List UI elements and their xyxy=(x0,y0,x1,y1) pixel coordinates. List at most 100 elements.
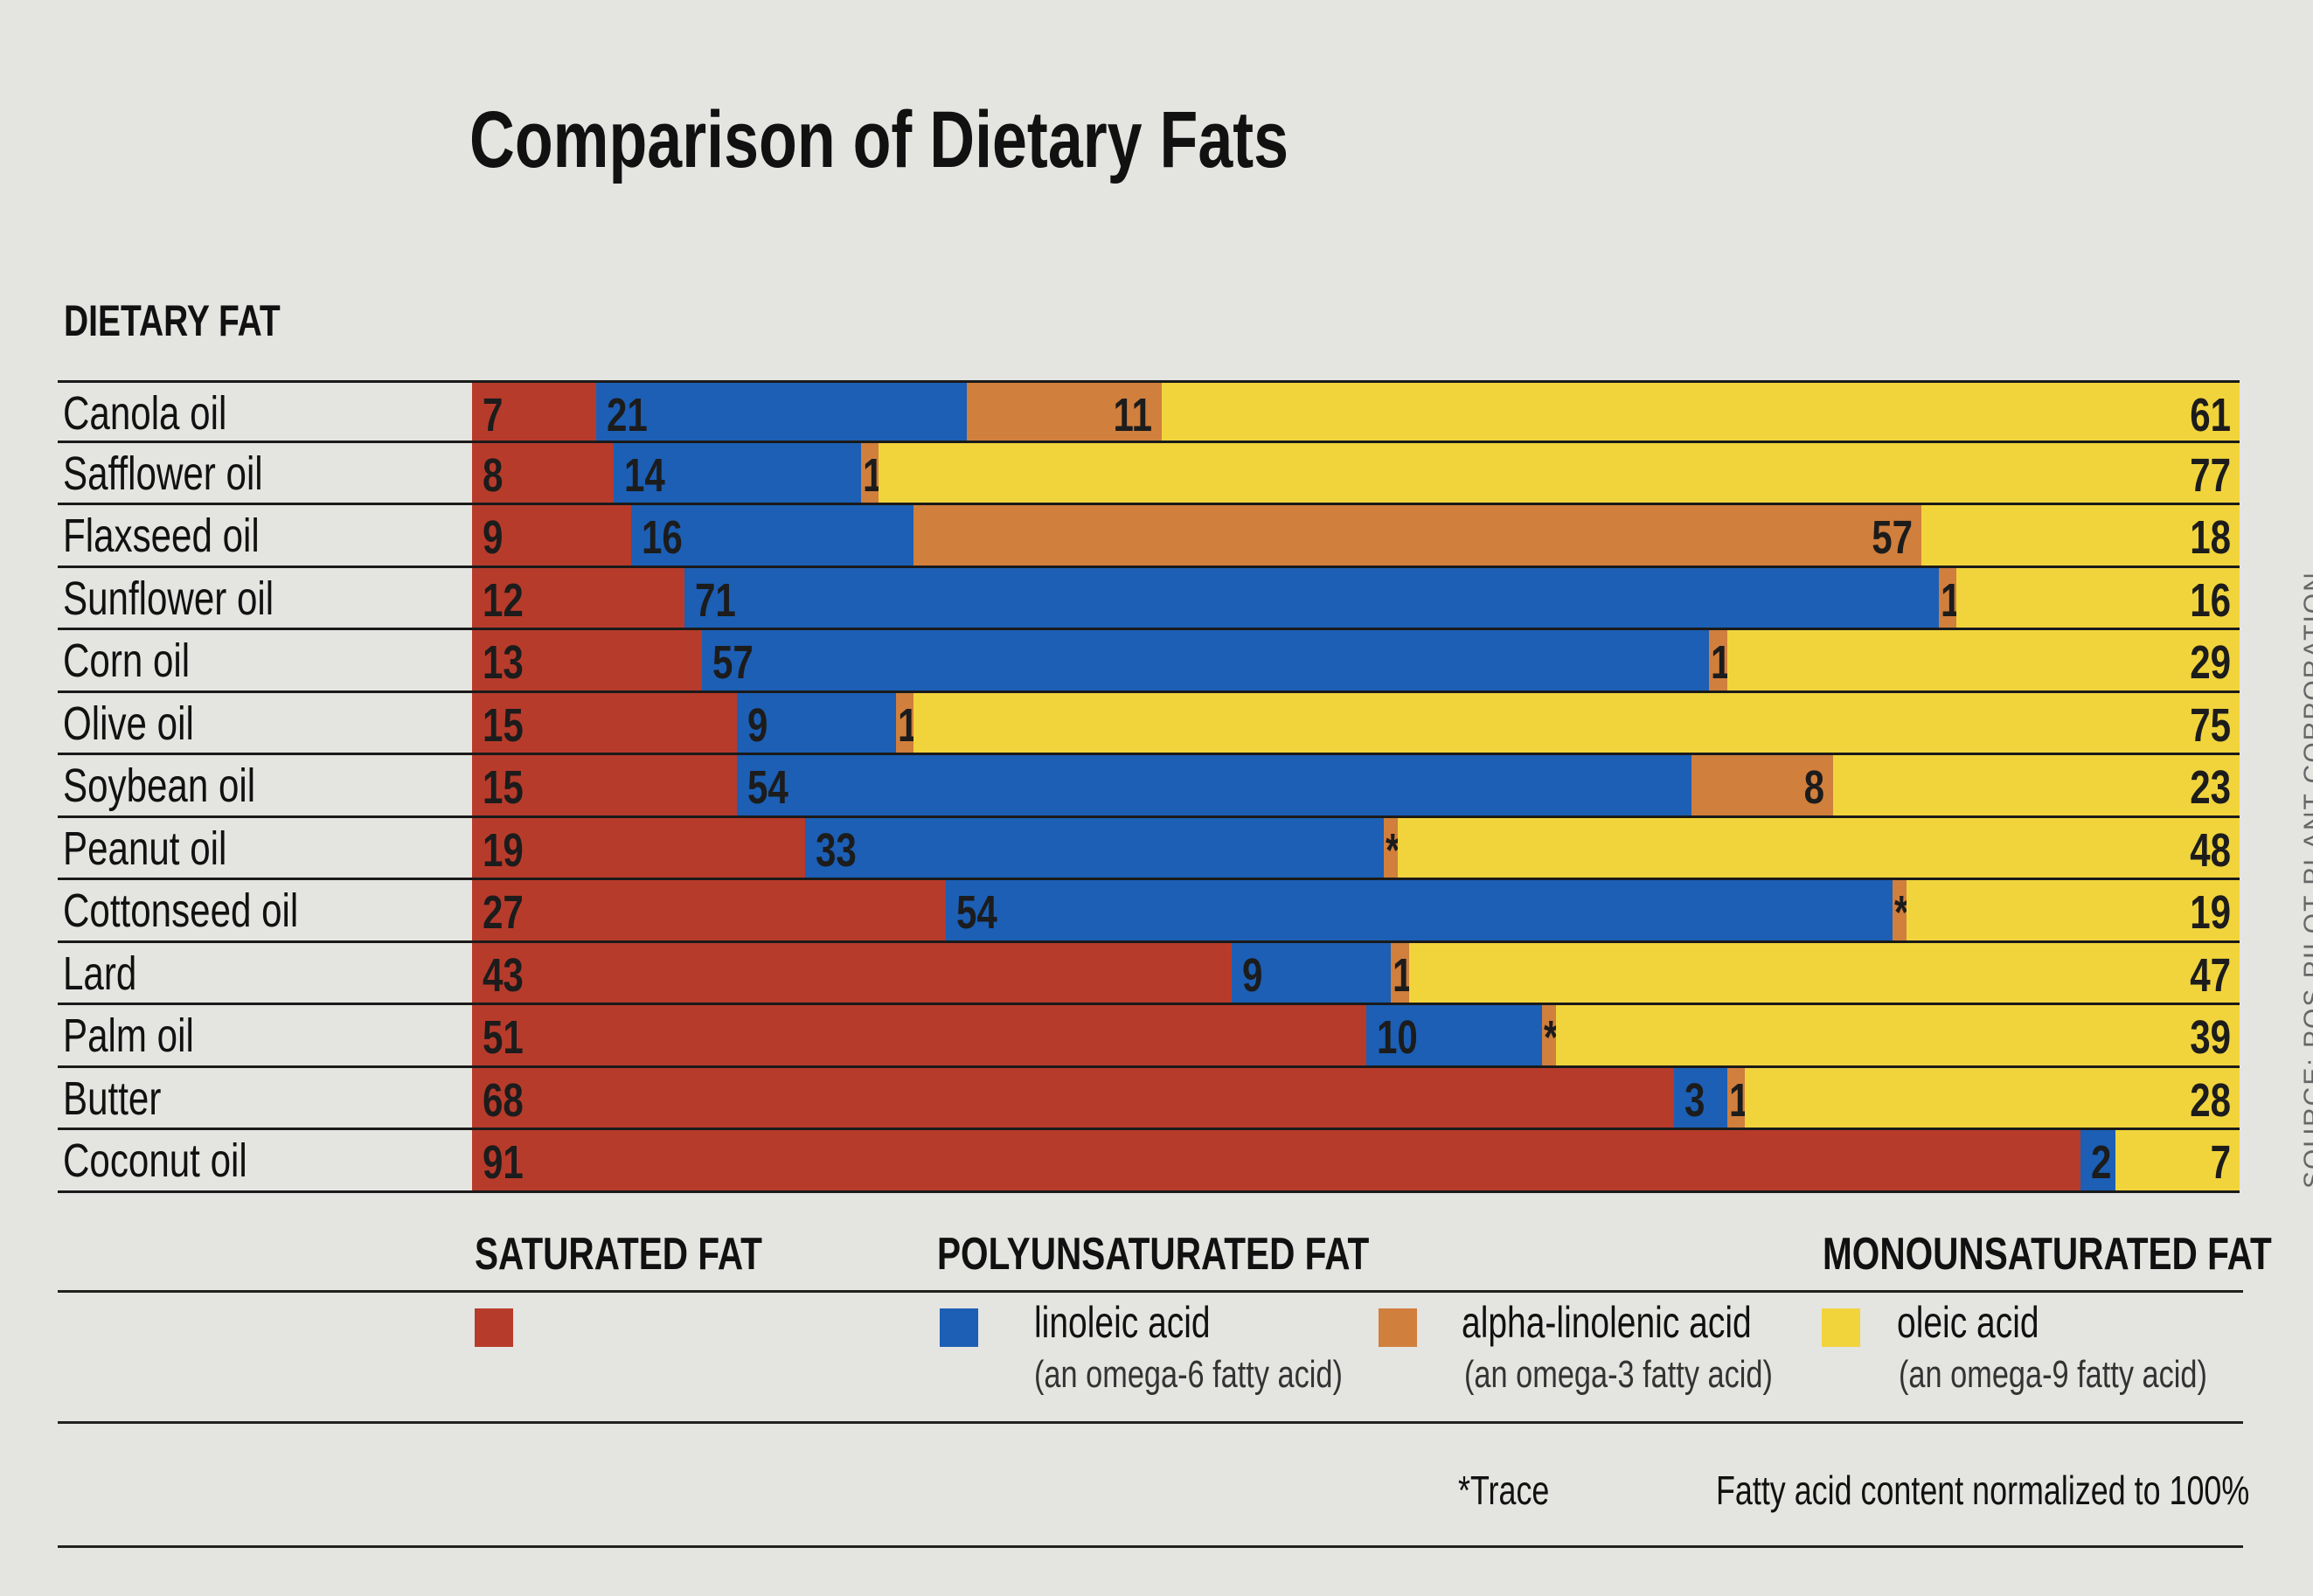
bar-stack: 51 10 * 39 xyxy=(472,1005,2240,1065)
data-label: 9 xyxy=(1242,948,1263,1002)
source-credit: SOURCE: POS PILOT PLANT CORPORATION xyxy=(2299,571,2313,1189)
bar-segment-linoleic: 54 xyxy=(737,755,1692,815)
chart-title-text: Comparison of Dietary Fats xyxy=(469,95,1289,184)
category-label: Lard xyxy=(63,947,157,1001)
category-label-text: Corn oil xyxy=(63,635,191,687)
data-label: 1 xyxy=(862,448,884,502)
data-label: 10 xyxy=(1377,1011,1418,1064)
bar-segment-linoleic: 71 xyxy=(684,567,1940,628)
data-label: 1 xyxy=(1941,573,1962,627)
data-label: 61 xyxy=(2190,389,2231,441)
category-header-text: DIETARY FAT xyxy=(64,296,281,345)
data-label: 1 xyxy=(1711,636,1732,689)
trace-footnote: *Trace xyxy=(1458,1467,1575,1514)
bar-segment-saturated: 27 xyxy=(472,880,946,940)
bar-segment-alpha-linolenic: 1 xyxy=(1709,630,1732,690)
category-label-text: Butter xyxy=(63,1072,162,1125)
bar-segment-alpha-linolenic: 57 xyxy=(913,505,1922,566)
category-label-text: Lard xyxy=(63,947,137,1000)
data-label: 51 xyxy=(483,1011,524,1064)
bar-stack: 43 9 1 47 xyxy=(472,942,2240,1003)
bar-stack: 12 71 1 16 xyxy=(472,567,2240,628)
data-label: 27 xyxy=(483,886,524,939)
data-label: 33 xyxy=(816,823,857,877)
bar-segment-oleic: 75 xyxy=(913,692,2240,753)
bar-segment-oleic: 18 xyxy=(1921,505,2240,566)
bar-stack: 27 54 * 19 xyxy=(472,880,2240,940)
data-label: 1 xyxy=(898,698,919,752)
bar-stack: 8 14 1 77 xyxy=(472,442,2240,503)
data-label: 19 xyxy=(2190,886,2231,939)
bar-segment-linoleic: 2 xyxy=(2080,1130,2116,1190)
bar-segment-linoleic: 16 xyxy=(630,505,914,566)
category-label-text: Cottonseed oil xyxy=(63,885,299,937)
bar-segment-oleic: 7 xyxy=(2115,1130,2240,1190)
data-label: 54 xyxy=(955,886,997,939)
data-label: 71 xyxy=(694,573,736,627)
bar-segment-saturated: 7 xyxy=(472,383,596,441)
category-label: Corn oil xyxy=(63,634,226,688)
bar-segment-saturated: 68 xyxy=(472,1067,1674,1128)
legend-monounsaturated-header: MONOUNSATURATED FAT xyxy=(1823,1228,2313,1280)
bar-segment-alpha-linolenic: 1 xyxy=(860,442,883,503)
bar-row: Corn oil 13 57 1 29 xyxy=(58,630,2240,693)
category-label: Palm oil xyxy=(63,1009,231,1063)
bar-row: Soybean oil 15 54 8 23 xyxy=(58,755,2240,818)
bar-segment-saturated: 19 xyxy=(472,817,806,878)
data-label: 3 xyxy=(1684,1073,1705,1127)
bar-stack: 9 16 57 18 xyxy=(472,505,2240,566)
normalized-footnote: Fatty acid content normalized to 100% xyxy=(1716,1467,2313,1514)
bar-segment-saturated: 43 xyxy=(472,942,1233,1003)
data-label: 57 xyxy=(1872,511,1914,564)
data-label: 9 xyxy=(483,511,504,564)
legend-text: (an omega-3 fatty acid) xyxy=(1464,1353,1773,1396)
data-label: 16 xyxy=(2190,573,2231,627)
bar-row: Sunflower oil 12 71 1 16 xyxy=(58,567,2240,630)
data-label: * xyxy=(1893,886,1909,939)
category-label-text: Flaxseed oil xyxy=(63,510,260,562)
bar-segment-oleic: 47 xyxy=(1408,942,2240,1003)
data-label: * xyxy=(1386,823,1400,877)
bar-segment-alpha-linolenic: * xyxy=(1541,1005,1558,1065)
bar-stack: 7 21 11 61 xyxy=(472,383,2240,441)
category-label: Soybean oil xyxy=(63,759,309,813)
bar-segment-saturated: 13 xyxy=(472,630,702,690)
legend-text: (an omega-9 fatty acid) xyxy=(1899,1353,2207,1396)
legend-text: linoleic acid xyxy=(1034,1298,1211,1347)
legend-linoleic-sub: (an omega-6 fatty acid) xyxy=(1034,1353,1429,1397)
bar-row: Coconut oil 91 2 7 xyxy=(58,1130,2240,1193)
category-label: Canola oil xyxy=(63,386,273,441)
category-label: Coconut oil xyxy=(63,1134,299,1188)
footnote-text: Fatty acid content normalized to 100% xyxy=(1716,1468,2250,1513)
bar-segment-linoleic: 9 xyxy=(1232,942,1392,1003)
category-header: DIETARY FAT xyxy=(64,295,342,346)
data-label: 75 xyxy=(2190,698,2231,752)
bar-segment-linoleic: 21 xyxy=(595,383,968,441)
data-label: 16 xyxy=(641,511,683,564)
category-label-text: Olive oil xyxy=(63,697,194,750)
bar-row: Cottonseed oil 27 54 * 19 xyxy=(58,880,2240,943)
data-label: 57 xyxy=(712,636,754,689)
bar-segment-oleic: 29 xyxy=(1726,630,2240,690)
bar-stack: 13 57 1 29 xyxy=(472,630,2240,690)
category-label: Peanut oil xyxy=(63,822,273,876)
data-label: 15 xyxy=(483,761,524,814)
category-label-text: Peanut oil xyxy=(63,822,227,875)
legend-saturated-header: SATURATED FAT xyxy=(475,1228,844,1280)
data-label: 2 xyxy=(2091,1136,2112,1189)
bar-segment-linoleic: 9 xyxy=(737,692,897,753)
bar-row: Safflower oil 8 14 1 77 xyxy=(58,442,2240,505)
data-label: 77 xyxy=(2190,448,2231,502)
bar-segment-oleic: 23 xyxy=(1832,755,2240,815)
category-label-text: Coconut oil xyxy=(63,1135,247,1187)
legend-oleic: oleic acid xyxy=(1897,1297,2079,1348)
bar-stack: 68 3 1 28 xyxy=(472,1067,2240,1128)
data-label: 48 xyxy=(2190,823,2231,877)
bar-segment-alpha-linolenic: 1 xyxy=(1939,567,1962,628)
chart-title: Comparison of Dietary Fats xyxy=(469,94,1519,186)
bar-row: Lard 43 9 1 47 xyxy=(58,942,2240,1005)
category-label: Sunflower oil xyxy=(63,572,333,626)
data-label: 23 xyxy=(2190,761,2231,814)
bar-segment-saturated: 9 xyxy=(472,505,631,566)
bar-segment-saturated: 15 xyxy=(472,692,738,753)
